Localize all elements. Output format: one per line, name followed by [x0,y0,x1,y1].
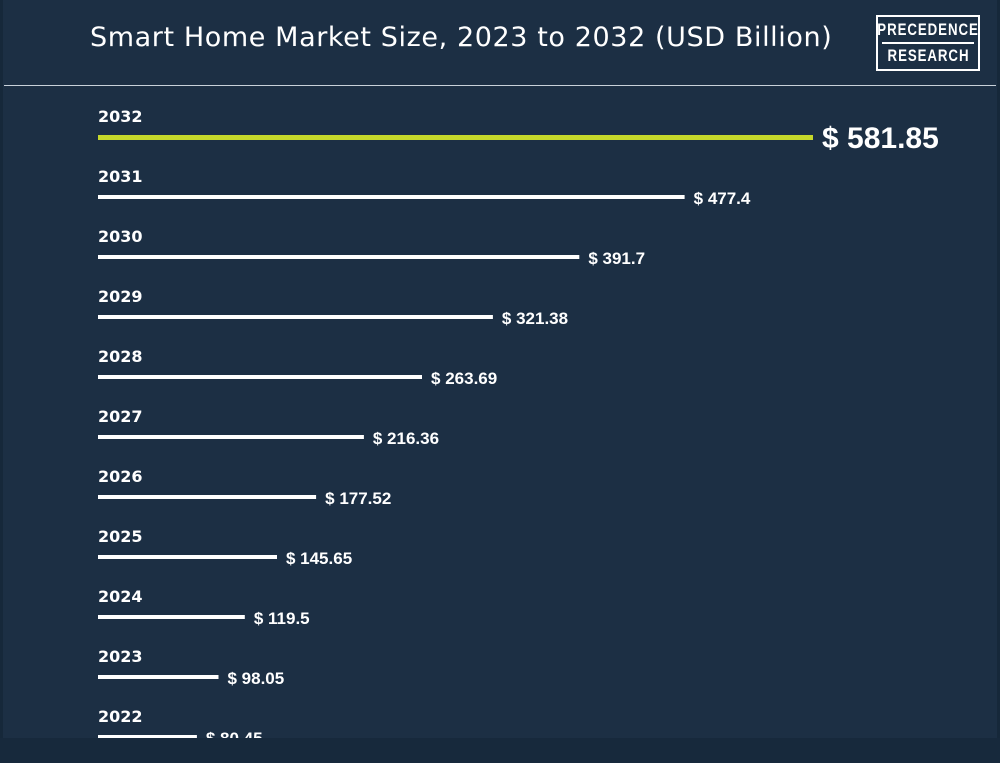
bottom-strip [0,738,1000,763]
category-label-2030: 2030 [98,227,143,246]
bar-2025 [98,555,277,559]
bar-2026 [98,495,317,499]
value-label-2029: $ 321.38 [502,309,568,328]
bar-2029 [98,315,493,319]
value-label-2030: $ 391.7 [588,249,645,268]
category-label-2031: 2031 [98,167,143,186]
category-label-2024: 2024 [98,587,143,606]
bar-2032 [98,135,813,140]
value-label-2026: $ 177.52 [325,489,391,508]
value-label-2023: $ 98.05 [227,669,284,688]
category-label-2029: 2029 [98,287,143,306]
value-label-2032: $ 581.85 [822,122,939,155]
logo-line-1: PRECEDENCE [877,20,979,39]
category-label-2025: 2025 [98,527,143,546]
value-label-2031: $ 477.4 [694,189,751,208]
value-label-2027: $ 216.36 [373,429,439,448]
value-label-2025: $ 145.65 [286,549,352,568]
bar-2031 [98,195,685,199]
value-label-2028: $ 263.69 [431,369,497,388]
bar-2027 [98,435,364,439]
category-label-2022: 2022 [98,707,143,726]
bar-2022 [98,735,197,739]
bar-2028 [98,375,422,379]
precedence-research-logo: PRECEDENCE RESEARCH [876,15,980,71]
chart-header: Smart Home Market Size, 2023 to 2032 (US… [0,0,1000,86]
category-label-2032: 2032 [98,107,143,126]
header-divider [4,85,996,86]
category-label-2026: 2026 [98,467,143,486]
value-label-2024: $ 119.5 [254,609,310,628]
logo-line-2: RESEARCH [887,46,969,65]
bar-2023 [98,675,219,679]
category-label-2023: 2023 [98,647,143,666]
bar-2030 [98,255,580,259]
category-label-2028: 2028 [98,347,143,366]
category-label-2027: 2027 [98,407,143,426]
chart-title: Smart Home Market Size, 2023 to 2032 (US… [90,22,833,53]
bar-2024 [98,615,245,619]
logo-divider [882,42,974,44]
